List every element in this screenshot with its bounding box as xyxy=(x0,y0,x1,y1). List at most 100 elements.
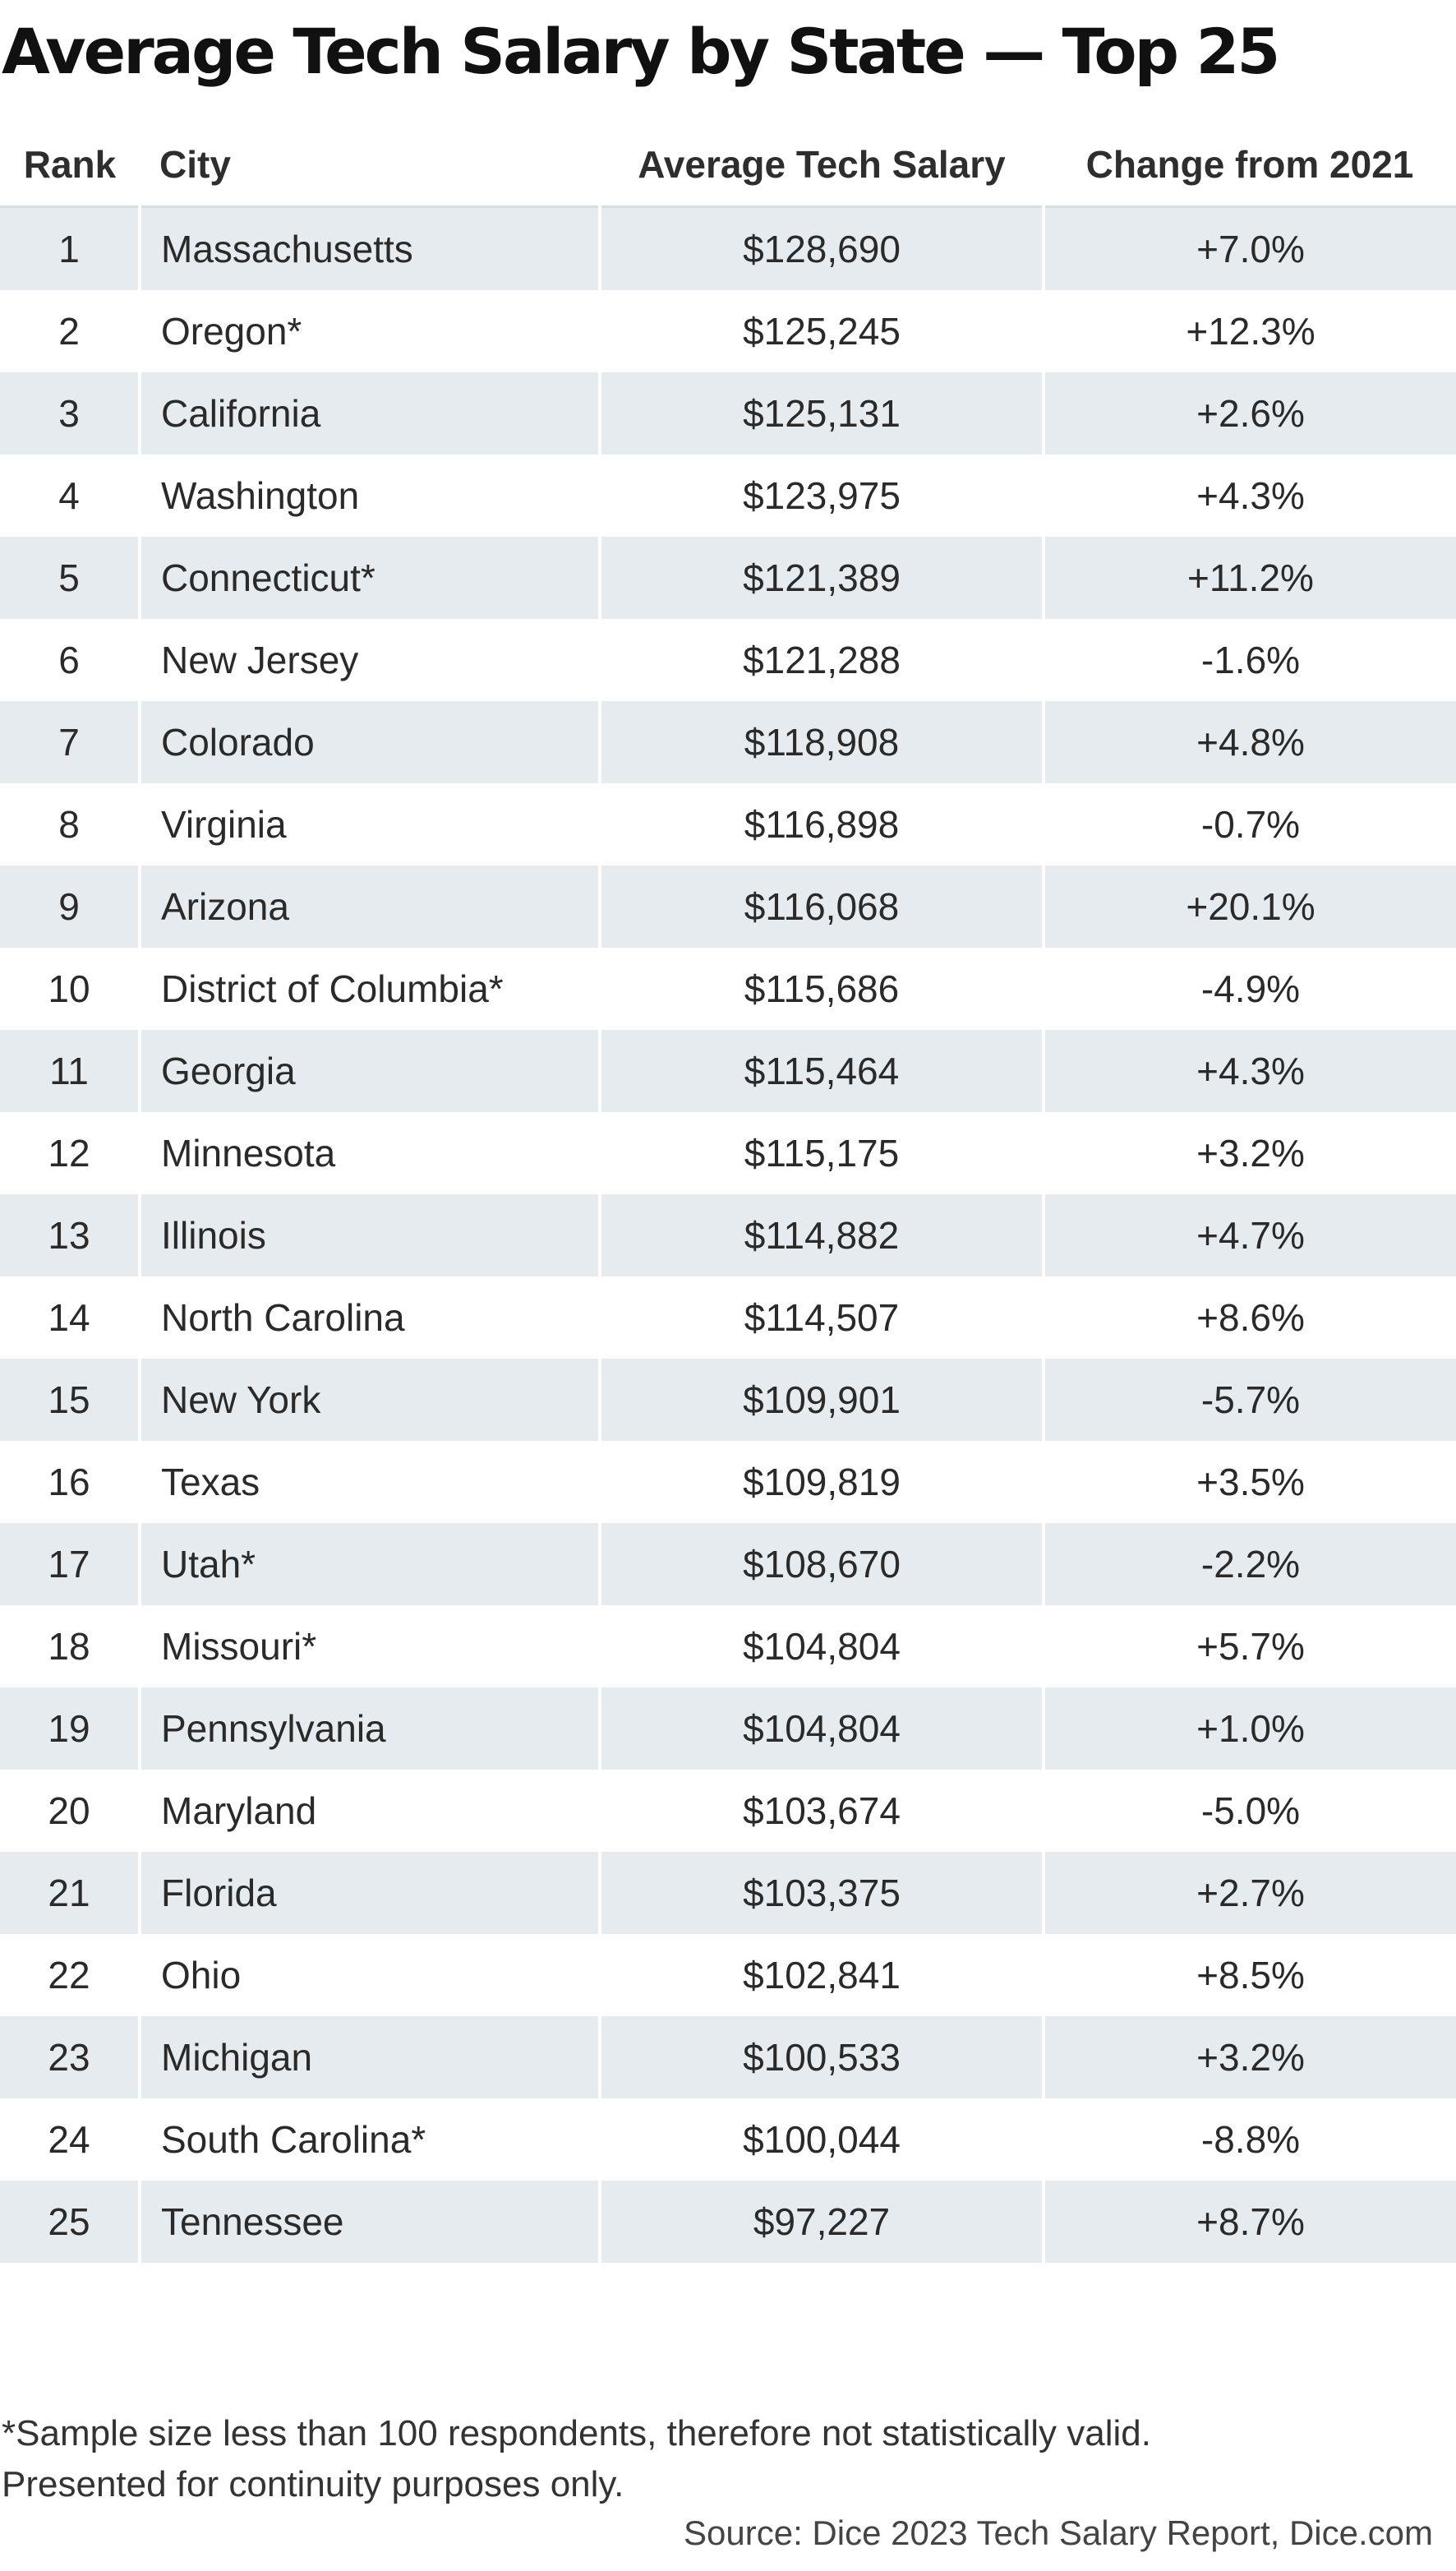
cell-rank: 14 xyxy=(0,1276,141,1359)
cell-city: California xyxy=(140,372,601,455)
cell-salary: $115,464 xyxy=(600,1030,1045,1112)
footnote-line-2: Presented for continuity purposes only. xyxy=(2,2464,624,2504)
cell-city: Massachusetts xyxy=(140,206,601,290)
cell-change: -2.2% xyxy=(1044,1523,1456,1605)
cell-change: +8.5% xyxy=(1044,1934,1456,2016)
salary-table: Rank City Average Tech Salary Change fro… xyxy=(0,123,1456,2263)
cell-salary: $116,068 xyxy=(600,865,1045,948)
cell-city: Ohio xyxy=(140,1934,601,2016)
cell-rank: 19 xyxy=(0,1687,141,1770)
cell-rank: 12 xyxy=(0,1112,141,1194)
cell-rank: 8 xyxy=(0,783,141,865)
cell-city: Colorado xyxy=(140,701,601,783)
cell-change: -8.8% xyxy=(1044,2098,1456,2181)
cell-city: New Jersey xyxy=(140,619,601,701)
cell-city: Texas xyxy=(140,1441,601,1523)
cell-city: New York xyxy=(140,1359,601,1441)
cell-city: Oregon* xyxy=(140,290,601,372)
cell-rank: 18 xyxy=(0,1605,141,1687)
cell-rank: 2 xyxy=(0,290,141,372)
cell-rank: 3 xyxy=(0,372,141,455)
cell-rank: 13 xyxy=(0,1194,141,1276)
column-header-city: City xyxy=(140,123,600,208)
cell-change: +5.7% xyxy=(1044,1605,1456,1687)
cell-rank: 6 xyxy=(0,619,141,701)
cell-rank: 5 xyxy=(0,537,141,619)
table-row: 3 California $125,131 +2.6% xyxy=(0,372,1456,455)
cell-change: +2.7% xyxy=(1044,1852,1456,1934)
cell-city: Arizona xyxy=(140,865,601,948)
cell-rank: 16 xyxy=(0,1441,141,1523)
cell-salary: $109,901 xyxy=(600,1359,1045,1441)
table-row: 12 Minnesota $115,175 +3.2% xyxy=(0,1112,1456,1194)
cell-salary: $116,898 xyxy=(600,783,1045,865)
cell-salary: $123,975 xyxy=(600,455,1045,537)
cell-change: +20.1% xyxy=(1044,865,1456,948)
table-row: 18 Missouri* $104,804 +5.7% xyxy=(0,1605,1456,1687)
cell-salary: $128,690 xyxy=(600,206,1045,290)
table-body: 1 Massachusetts $128,690 +7.0% 2 Oregon* $125,… xyxy=(0,206,1456,2263)
cell-salary: $114,882 xyxy=(600,1194,1045,1276)
source-credit: Source: Dice 2023 Tech Salary Report, Di… xyxy=(684,2513,1433,2552)
column-header-rank: Rank xyxy=(0,123,140,208)
cell-city: Washington xyxy=(140,455,601,537)
cell-city: Minnesota xyxy=(140,1112,601,1194)
cell-city: Illinois xyxy=(140,1194,601,1276)
column-header-salary: Average Tech Salary xyxy=(600,123,1044,208)
table-row: 7 Colorado $118,908 +4.8% xyxy=(0,701,1456,783)
header-row: Rank City Average Tech Salary Change fro… xyxy=(0,123,1456,208)
cell-city: North Carolina xyxy=(140,1276,601,1359)
table-row: 25 Tennessee $97,227 +8.7% xyxy=(0,2181,1456,2263)
cell-rank: 20 xyxy=(0,1770,141,1852)
cell-change: -1.6% xyxy=(1044,619,1456,701)
cell-change: +3.5% xyxy=(1044,1441,1456,1523)
cell-rank: 21 xyxy=(0,1852,141,1934)
table-row: 1 Massachusetts $128,690 +7.0% xyxy=(0,206,1456,290)
table-row: 2 Oregon* $125,245 +12.3% xyxy=(0,290,1456,372)
table-row: 24 South Carolina* $100,044 -8.8% xyxy=(0,2098,1456,2181)
cell-salary: $115,686 xyxy=(600,948,1045,1030)
cell-rank: 10 xyxy=(0,948,141,1030)
cell-salary: $100,044 xyxy=(600,2098,1045,2181)
cell-change: +7.0% xyxy=(1044,206,1456,290)
cell-change: -0.7% xyxy=(1044,783,1456,865)
cell-change: -5.7% xyxy=(1044,1359,1456,1441)
table-row: 4 Washington $123,975 +4.3% xyxy=(0,455,1456,537)
cell-salary: $115,175 xyxy=(600,1112,1045,1194)
cell-change: -5.0% xyxy=(1044,1770,1456,1852)
table-header: Rank City Average Tech Salary Change fro… xyxy=(0,123,1456,208)
cell-rank: 1 xyxy=(0,206,141,290)
cell-rank: 17 xyxy=(0,1523,141,1605)
cell-change: +8.7% xyxy=(1044,2181,1456,2263)
cell-rank: 4 xyxy=(0,455,141,537)
cell-rank: 22 xyxy=(0,1934,141,2016)
table-row: 20 Maryland $103,674 -5.0% xyxy=(0,1770,1456,1852)
cell-rank: 9 xyxy=(0,865,141,948)
cell-city: Michigan xyxy=(140,2016,601,2098)
cell-salary: $114,507 xyxy=(600,1276,1045,1359)
cell-rank: 15 xyxy=(0,1359,141,1441)
cell-salary: $102,841 xyxy=(600,1934,1045,2016)
table-row: 6 New Jersey $121,288 -1.6% xyxy=(0,619,1456,701)
table-row: 23 Michigan $100,533 +3.2% xyxy=(0,2016,1456,2098)
cell-salary: $118,908 xyxy=(600,701,1045,783)
table-row: 10 District of Columbia* $115,686 -4.9% xyxy=(0,948,1456,1030)
table-row: 9 Arizona $116,068 +20.1% xyxy=(0,865,1456,948)
cell-city: Georgia xyxy=(140,1030,601,1112)
cell-salary: $104,804 xyxy=(600,1687,1045,1770)
column-header-change: Change from 2021 xyxy=(1044,123,1456,208)
cell-change: -4.9% xyxy=(1044,948,1456,1030)
table-row: 17 Utah* $108,670 -2.2% xyxy=(0,1523,1456,1605)
cell-salary: $103,375 xyxy=(600,1852,1045,1934)
cell-change: +4.3% xyxy=(1044,1030,1456,1112)
cell-city: Florida xyxy=(140,1852,601,1934)
footnote-line-1: *Sample size less than 100 respondents, … xyxy=(2,2413,1151,2453)
cell-change: +12.3% xyxy=(1044,290,1456,372)
cell-city: District of Columbia* xyxy=(140,948,601,1030)
cell-salary: $97,227 xyxy=(600,2181,1045,2263)
cell-rank: 7 xyxy=(0,701,141,783)
cell-salary: $103,674 xyxy=(600,1770,1045,1852)
table-row: 19 Pennsylvania $104,804 +1.0% xyxy=(0,1687,1456,1770)
cell-salary: $121,389 xyxy=(600,537,1045,619)
cell-city: Tennessee xyxy=(140,2181,601,2263)
